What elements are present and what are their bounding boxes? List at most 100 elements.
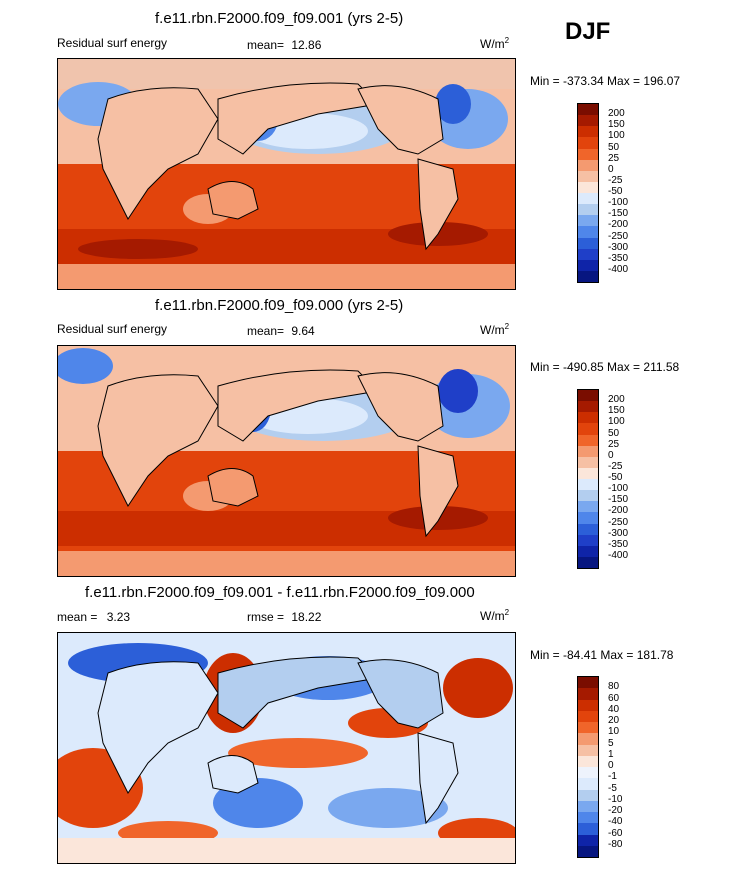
panel3-colorbar-bin: [578, 845, 598, 857]
panel3-colorbar-bin: [578, 733, 598, 745]
panel1-mean-value: 12.86: [291, 38, 322, 52]
panel3-colorbar-label: -20: [608, 805, 623, 816]
panel1-units-base: W/m: [480, 37, 505, 51]
panel1-colorbar-bin: [578, 270, 598, 282]
panel2-colorbar: [577, 389, 599, 569]
panel3-colorbar-bin: [578, 677, 598, 689]
panel1-colorbar-label: 150: [608, 119, 625, 131]
panel3-colorbar-bin: [578, 710, 598, 722]
panel3-colorbar-label: 10: [608, 726, 620, 738]
panel1-colorbar-bin: [578, 215, 598, 227]
panel3-mean-label: mean =: [57, 610, 98, 624]
panel3-units-exp: 2: [504, 608, 510, 617]
panel2-units-base: W/m: [480, 323, 505, 337]
panel3-colorbar-bin: [578, 744, 598, 756]
panel3-units-base: W/m: [480, 609, 505, 623]
panel3-colorbar-label: -10: [608, 793, 623, 805]
panel3-colorbar-bin: [578, 688, 598, 700]
panel2-colorbar-bin: [578, 534, 598, 546]
panel2-colorbar-label: 100: [608, 416, 625, 428]
panel3-mean: mean = 3.23: [57, 610, 130, 624]
panel1-colorbar-bin: [578, 193, 598, 205]
panel1-colorbar-bin: [578, 115, 598, 127]
panel2-mean-label: mean=: [247, 324, 285, 338]
panel3-colorbar-label: 80: [608, 681, 620, 693]
panel1-colorbar-label: -350: [608, 252, 629, 264]
panel3-colorbar-label: 60: [608, 692, 620, 704]
panel3-colorbar-label: -1: [608, 771, 617, 783]
panel2-colorbar-bin: [578, 467, 598, 479]
panel1-colorbar-label: 100: [608, 130, 625, 142]
panel2-units-exp: 2: [504, 322, 510, 331]
panel1-colorbar-label: 25: [608, 152, 620, 164]
panel1-colorbar-bin: [578, 237, 598, 249]
panel2-title: f.e11.rbn.F2000.f09_f09.000 (yrs 2-5): [155, 297, 404, 314]
panel3-colorbar: [577, 676, 599, 858]
panel2-colorbar-bin: [578, 412, 598, 424]
panel3-colorbar-bin: [578, 699, 598, 711]
panel2-colorbar-bin: [578, 556, 598, 568]
panel1-colorbar-label: 200: [608, 108, 625, 120]
panel2-map: [57, 345, 516, 577]
panel2-colorbar-bin: [578, 479, 598, 491]
panel1-colorbar-bin: [578, 259, 598, 271]
panel1-units-exp: 2: [504, 36, 510, 45]
panel3-rmse: rmse = 18.22: [247, 610, 321, 624]
panel2-colorbar-label: -400: [608, 549, 629, 561]
panel1-colorbar-bin: [578, 159, 598, 171]
panel2-colorbar-label: -25: [608, 460, 623, 472]
panel1-colorbar-label: -150: [608, 208, 629, 220]
panel3-colorbar-label: -5: [608, 782, 617, 794]
panel3-colorbar-label: 1: [608, 748, 614, 760]
panel1-colorbar: [577, 103, 599, 283]
panel2-colorbar-label: -150: [608, 494, 629, 506]
panel3-colorbar-bin: [578, 800, 598, 812]
panel1-colorbar-label: -300: [608, 241, 629, 253]
panel2-colorbar-label: -350: [608, 538, 629, 550]
panel1-variable-label: Residual surf energy: [57, 36, 168, 50]
panel2-colorbar-bin: [578, 545, 598, 557]
panel2-colorbar-bin: [578, 401, 598, 413]
panel2-colorbar-bin: [578, 523, 598, 535]
panel1-colorbar-bin: [578, 104, 598, 116]
panel1-colorbar-bin: [578, 226, 598, 238]
panel2-map-svg: [58, 346, 515, 576]
panel2-colorbar-label: -50: [608, 472, 623, 483]
panel1-title: f.e11.rbn.F2000.f09_f09.001 (yrs 2-5): [155, 10, 404, 27]
panel3-rmse-value: 18.22: [291, 610, 322, 624]
panel3-colorbar-label: -80: [608, 838, 623, 850]
panel2-mean: mean= 9.64: [247, 324, 315, 338]
panel1-mean-label: mean=: [247, 38, 285, 52]
panel2-colorbar-label: -250: [608, 516, 629, 528]
panel3-minmax: Min = -84.41 Max = 181.78: [530, 648, 674, 662]
panel2-colorbar-bin: [578, 434, 598, 446]
panel1-colorbar-label: -100: [608, 197, 629, 209]
panel3-title: f.e11.rbn.F2000.f09_f09.001 - f.e11.rbn.…: [85, 584, 475, 601]
panel3-map: [57, 632, 516, 864]
panel2-colorbar-label: -200: [608, 505, 629, 517]
panel1-colorbar-label: 50: [608, 141, 620, 153]
panel3-colorbar-label: -60: [608, 827, 623, 839]
panel2-colorbar-label: 25: [608, 438, 620, 450]
panel3-colorbar-bin: [578, 789, 598, 801]
panel2-minmax: Min = -490.85 Max = 211.58: [530, 360, 680, 374]
panel3-colorbar-bin: [578, 778, 598, 790]
panel3-colorbar-bin: [578, 755, 598, 767]
panel3-rmse-label: rmse =: [247, 610, 285, 624]
panel1-colorbar-bin: [578, 170, 598, 182]
panel3-colorbar-bin: [578, 823, 598, 835]
panel1-colorbar-bin: [578, 137, 598, 149]
panel1-colorbar-label: -250: [608, 230, 629, 242]
panel1-colorbar-bin: [578, 126, 598, 138]
panel3-units: W/m2: [480, 608, 509, 623]
panel1-minmax: Min = -373.34 Max = 196.07: [530, 74, 681, 88]
panel1-colorbar-bin: [578, 148, 598, 160]
panel2-mean-value: 9.64: [291, 324, 315, 338]
panel2-colorbar-bin: [578, 445, 598, 457]
panel1-map: [57, 58, 516, 290]
panel2-units: W/m2: [480, 322, 509, 337]
panel3-mean-value: 3.23: [106, 610, 131, 624]
panel2-colorbar-bin: [578, 490, 598, 502]
panel2-colorbar-label: -300: [608, 527, 629, 539]
panel1-units: W/m2: [480, 36, 509, 51]
